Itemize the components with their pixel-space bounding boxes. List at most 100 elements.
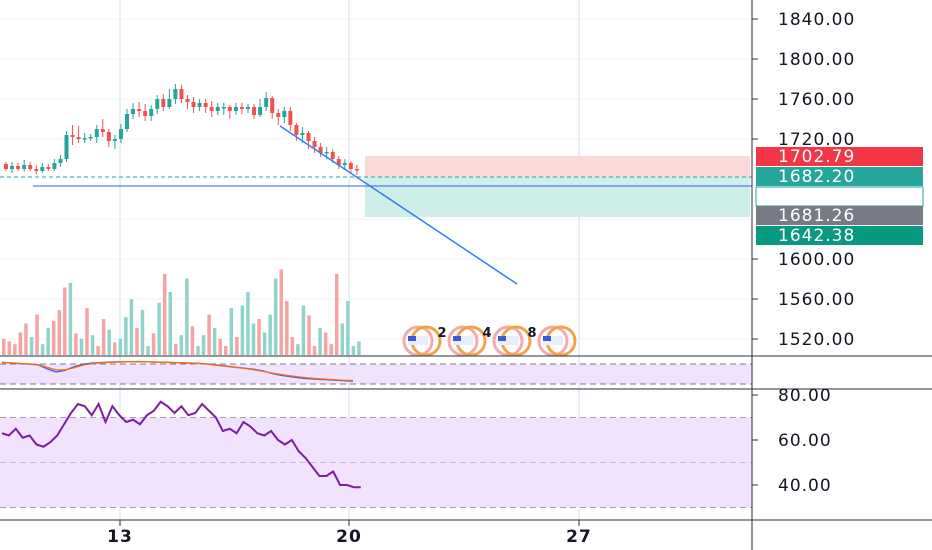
candle[interactable] [239,103,244,114]
candle[interactable] [125,109,129,132]
candle[interactable] [246,104,250,113]
candle[interactable] [70,125,75,145]
take-profit-zone[interactable] [365,177,750,217]
candle[interactable] [191,97,196,113]
candle[interactable] [336,156,341,169]
candle[interactable] [58,155,63,167]
event-count-label: 4 [482,326,491,341]
volume-bar [351,346,356,355]
volume-bar [57,310,61,355]
candle[interactable] [76,126,81,143]
event-flag-badge[interactable] [447,325,487,357]
candle[interactable] [221,103,226,115]
candle[interactable] [197,99,202,111]
candle-body [354,169,359,171]
event-flag-badge[interactable] [402,325,442,357]
candle[interactable] [173,84,178,104]
candle[interactable] [270,96,275,119]
volume-bar [318,328,322,355]
candle[interactable] [143,104,148,121]
rsi-pane[interactable] [0,400,752,508]
candle-body [318,147,323,153]
candle[interactable] [88,134,93,141]
candle[interactable] [10,162,15,173]
candle[interactable] [179,85,184,103]
candle[interactable] [288,107,293,131]
time-scale[interactable]: 13 20 27 [107,520,592,547]
volume-bar [157,302,161,355]
price-scale[interactable]: 1840.00 1800.00 1760.00 1720.00 1600.00 1560.… [752,10,855,350]
candle[interactable] [34,165,39,174]
candle[interactable] [149,105,154,121]
candle[interactable] [161,94,166,111]
volume-bar [29,337,34,355]
trendline[interactable] [279,125,518,285]
chart-panes[interactable]: 2 4 8 [0,0,752,520]
candle[interactable] [106,129,111,147]
volume-bar [101,319,106,355]
candles[interactable] [4,84,359,175]
volume-bar [262,332,267,355]
volume-bars [2,269,361,355]
price-tick-label: 1720.00 [778,130,855,150]
candle[interactable] [354,165,359,175]
candle[interactable] [348,161,353,173]
candle[interactable] [155,95,160,114]
candle-body [4,164,8,169]
candle[interactable] [318,143,323,157]
event-badges[interactable]: 2 4 8 [402,325,577,357]
candle[interactable] [282,107,287,123]
stop-loss-zone[interactable] [365,156,750,177]
candle[interactable] [185,95,190,109]
volume-bar [146,346,150,355]
candle-body [155,99,160,109]
candle-body [215,107,220,111]
price-tag: 1681.26 [756,206,923,226]
candle[interactable] [215,103,220,115]
time-tick-label: 13 [107,527,133,547]
candle-body [270,98,275,113]
candle[interactable] [294,123,299,141]
candle[interactable] [203,99,208,113]
candle[interactable] [342,159,347,169]
candle[interactable] [312,137,317,153]
candle-body [58,159,63,163]
candle[interactable] [233,103,238,115]
candle[interactable] [22,160,27,172]
candle[interactable] [258,99,263,117]
candle[interactable] [112,135,117,149]
candle[interactable] [28,162,33,171]
candle[interactable] [4,162,8,171]
candle[interactable] [118,124,123,143]
candle[interactable] [64,131,69,162]
candle[interactable] [276,109,281,125]
event-flag-badge[interactable] [492,325,532,357]
rsi-scale[interactable]: 80.00 60.00 40.00 [752,386,832,496]
flag-icon [537,325,569,357]
stochastic-pane[interactable] [0,360,752,385]
candle[interactable] [227,105,232,119]
candle[interactable] [264,92,269,111]
short-position-tool[interactable] [365,156,750,217]
candle[interactable] [40,163,45,173]
candle[interactable] [306,131,311,149]
candle[interactable] [167,89,172,109]
candle[interactable] [16,163,21,171]
chart-drawings[interactable] [0,125,752,285]
candle[interactable] [82,133,87,143]
candle[interactable] [46,164,51,171]
event-flag-badge[interactable] [537,325,577,357]
candle[interactable] [209,101,214,117]
candle[interactable] [100,119,105,137]
rsi-tick-label: 60.00 [778,431,832,451]
candle-body [118,129,123,139]
candle[interactable] [94,125,99,143]
candle[interactable] [131,103,136,119]
candle[interactable] [137,102,142,117]
candle[interactable] [252,104,257,119]
candle[interactable] [52,159,57,171]
volume-bar [18,332,23,355]
candle-body [88,137,93,139]
